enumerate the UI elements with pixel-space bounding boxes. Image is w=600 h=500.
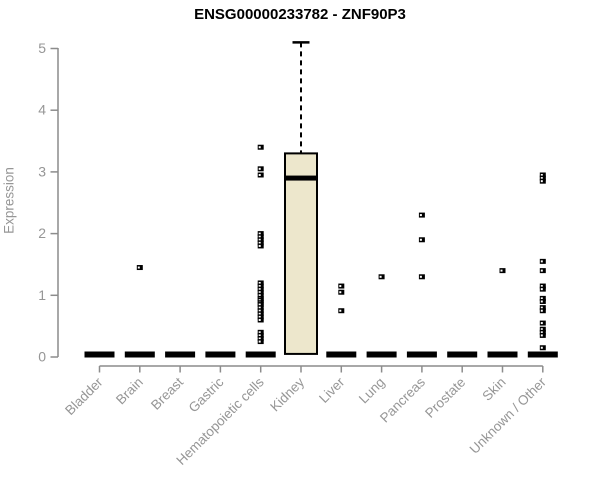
outlier-point-center xyxy=(540,180,543,183)
x-tick-label: Brain xyxy=(113,375,146,408)
zero-box-bar xyxy=(406,351,437,358)
outlier-point-center xyxy=(258,167,261,170)
y-tick-label: 4 xyxy=(38,102,46,118)
outlier-point-center xyxy=(258,331,261,334)
outlier-point-center xyxy=(258,306,261,309)
outlier-point-center xyxy=(540,173,543,176)
outlier-point-center xyxy=(419,214,422,217)
x-tick-label: Prostate xyxy=(422,375,468,421)
outlier-point-center xyxy=(540,297,543,300)
outlier-point-center xyxy=(540,334,543,337)
outlier-point-center xyxy=(258,235,261,238)
outlier-point-center xyxy=(540,177,543,180)
outlier-point-center xyxy=(379,275,382,278)
median-line xyxy=(285,175,317,181)
zero-box-bar xyxy=(124,351,155,358)
outlier-point-center xyxy=(258,312,261,315)
x-tick-label: Breast xyxy=(148,374,186,412)
outlier-point-center xyxy=(258,294,261,297)
x-tick-label: Liver xyxy=(316,374,348,406)
outlier-point-center xyxy=(258,241,261,244)
outlier-point-center xyxy=(540,322,543,325)
zero-box-bar xyxy=(205,351,236,358)
outlier-point-center xyxy=(540,346,543,349)
y-tick-label: 5 xyxy=(38,40,46,56)
outlier-point-center xyxy=(540,328,543,331)
outlier-point-center xyxy=(258,238,261,241)
outlier-point-center xyxy=(339,291,342,294)
x-tick-label: Pancreas xyxy=(377,374,428,425)
box xyxy=(284,152,318,355)
outlier-point-center xyxy=(540,285,543,288)
zero-box-bar xyxy=(366,351,397,358)
chart-title: ENSG00000233782 - ZNF90P3 xyxy=(194,6,406,23)
outlier-point-center xyxy=(258,173,261,176)
outlier-point-center xyxy=(339,309,342,312)
outlier-point-center xyxy=(540,300,543,303)
outlier-point-center xyxy=(258,303,261,306)
y-tick-label: 1 xyxy=(38,287,46,303)
x-tick-label: Kidney xyxy=(267,374,307,414)
zero-box-bar xyxy=(487,351,518,358)
y-tick-label: 0 xyxy=(38,349,46,365)
outlier-point-center xyxy=(419,275,422,278)
outlier-point-center xyxy=(258,309,261,312)
x-tick-label: Bladder xyxy=(62,374,106,418)
zero-box-bar xyxy=(165,351,196,358)
outlier-point-center xyxy=(258,337,261,340)
outlier-point-center xyxy=(258,244,261,247)
outlier-point-center xyxy=(540,331,543,334)
outlier-point-center xyxy=(540,288,543,291)
zero-box-bar xyxy=(527,351,558,358)
zero-box-bar xyxy=(84,351,115,358)
outlier-point-center xyxy=(540,269,543,272)
zero-box-bar xyxy=(326,351,357,358)
outlier-point-center xyxy=(540,260,543,263)
outlier-point-center xyxy=(137,266,140,269)
outlier-point-center xyxy=(540,309,543,312)
outlier-point-center xyxy=(258,281,261,284)
outlier-point-center xyxy=(258,288,261,291)
outlier-point-center xyxy=(419,238,422,241)
outlier-point-center xyxy=(258,315,261,318)
x-tick-label: Skin xyxy=(479,375,508,404)
outlier-point-center xyxy=(500,269,503,272)
x-tick-label: Lung xyxy=(356,375,388,407)
outlier-point-center xyxy=(258,232,261,235)
outlier-point-center xyxy=(258,291,261,294)
outlier-point-center xyxy=(339,285,342,288)
x-tick-label: Unknown / Other xyxy=(467,374,550,457)
zero-box-bar xyxy=(447,351,478,358)
outlier-point-center xyxy=(258,334,261,337)
outlier-point-center xyxy=(258,285,261,288)
outlier-point-center xyxy=(258,318,261,321)
y-tick-label: 3 xyxy=(38,163,46,179)
outlier-point-center xyxy=(258,340,261,343)
y-tick-label: 2 xyxy=(38,225,46,241)
outlier-point-center xyxy=(258,146,261,149)
zero-box-bar xyxy=(245,351,276,358)
outlier-point-center xyxy=(540,306,543,309)
